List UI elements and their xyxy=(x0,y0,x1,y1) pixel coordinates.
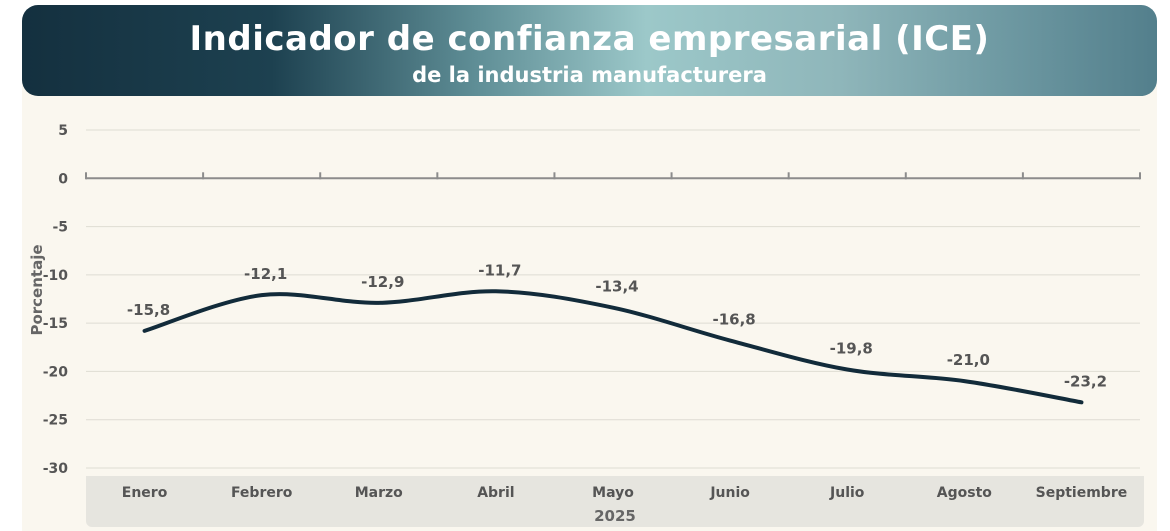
x-axis xyxy=(85,172,1141,180)
gridlines xyxy=(86,129,1140,469)
y-axis-title: Porcentaje xyxy=(28,244,46,335)
data-label: -21,0 xyxy=(947,351,990,369)
chart-title: Indicador de confianza empresarial (ICE) xyxy=(189,19,990,59)
chart-panel xyxy=(22,60,1157,531)
x-tick-label: Febrero xyxy=(231,485,293,501)
series-line-ice xyxy=(142,289,1084,405)
title-banner: Indicador de confianza empresarial (ICE)… xyxy=(22,5,1157,96)
data-label: -12,1 xyxy=(244,265,287,283)
x-tick-label: Mayo xyxy=(592,485,634,501)
x-tick-label: Enero xyxy=(122,485,168,501)
y-tick-label: -10 xyxy=(43,268,69,284)
y-tick-label: -5 xyxy=(52,220,68,236)
x-tick-label: Septiembre xyxy=(1036,485,1128,501)
data-label: -12,9 xyxy=(361,273,404,291)
y-tick-label: -30 xyxy=(43,461,69,477)
data-series xyxy=(142,289,1084,405)
data-label: -11,7 xyxy=(478,261,521,279)
y-tick-label: -15 xyxy=(43,316,68,332)
data-labels: -15,8 -12,1 -12,9 -11,7 -13,4 -16,8 -19,8 -21,0… xyxy=(127,261,1107,390)
data-label: -19,8 xyxy=(830,339,873,357)
x-axis-band xyxy=(86,476,1144,527)
x-tick-label: Abril xyxy=(477,485,514,501)
y-tick-label: -20 xyxy=(43,364,69,380)
data-label: -13,4 xyxy=(595,278,638,296)
x-axis-title: 2025 xyxy=(594,507,636,525)
y-tick-label: -25 xyxy=(43,413,68,429)
data-label: -16,8 xyxy=(712,311,755,329)
y-tick-label: 5 xyxy=(58,123,68,139)
x-tick-label: Marzo xyxy=(355,485,403,501)
x-tick-labels: Enero Febrero Marzo Abril Mayo Junio Julio Agos… xyxy=(122,485,1127,501)
y-tick-labels: 5 0 -5 -10 -15 -20 -25 -30 xyxy=(43,123,69,477)
x-tick-label: Junio xyxy=(709,485,750,501)
x-tick-label: Julio xyxy=(829,485,865,501)
data-label: -15,8 xyxy=(127,301,170,319)
data-label: -23,2 xyxy=(1064,372,1107,390)
y-tick-label: 0 xyxy=(58,171,68,187)
chart-subtitle: de la industria manufacturera xyxy=(412,63,767,87)
x-tick-label: Agosto xyxy=(937,485,993,501)
